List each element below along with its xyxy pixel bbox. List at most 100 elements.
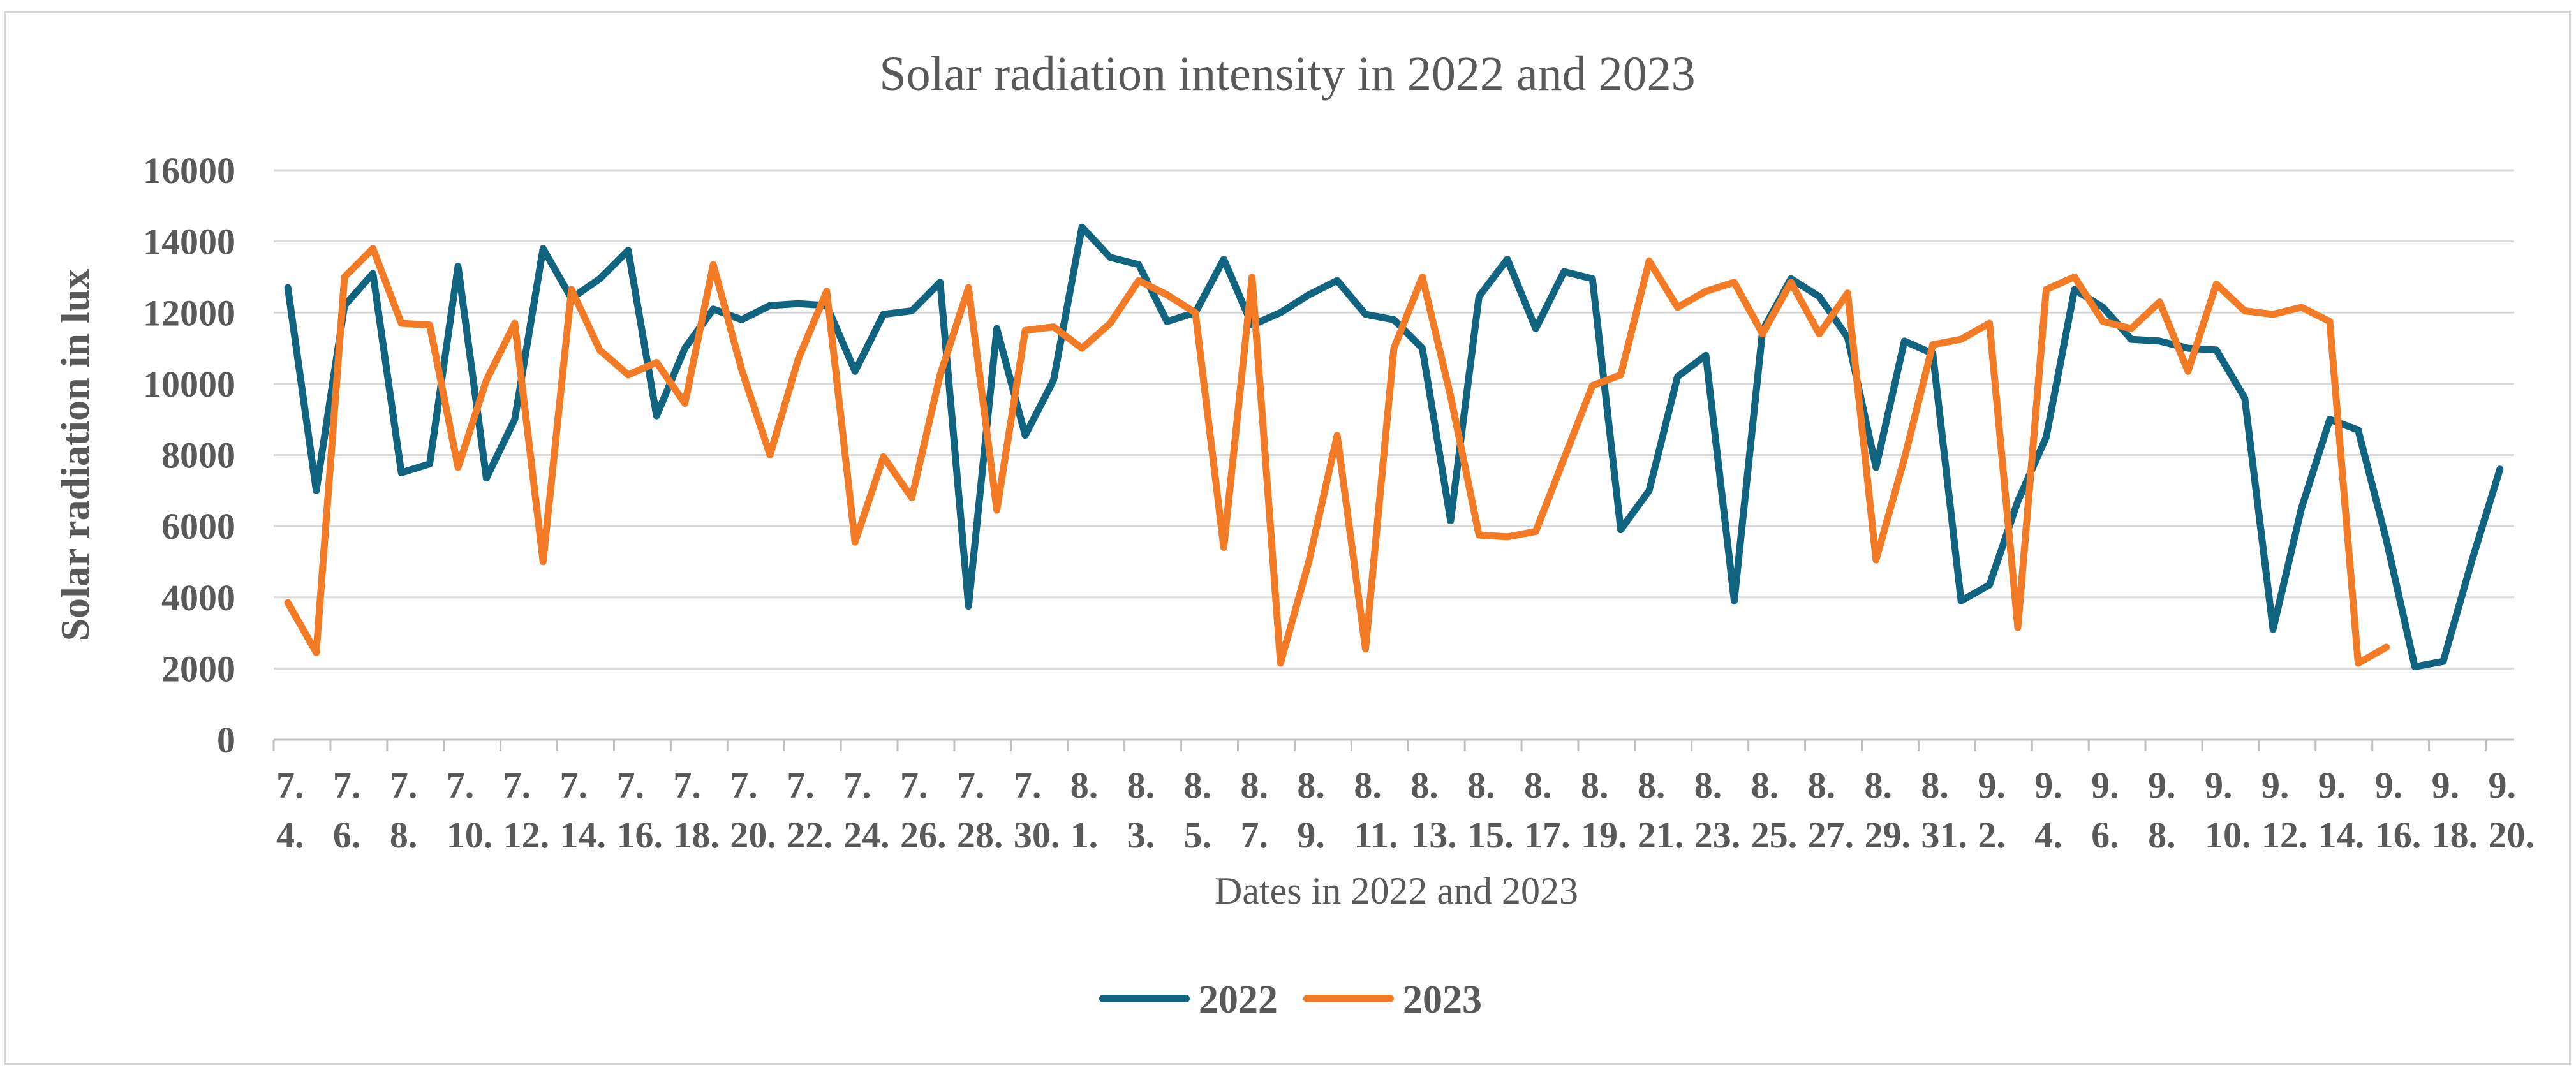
x-tick-label-day: 26.	[900, 814, 947, 856]
y-tick-label: 4000	[161, 577, 235, 619]
chart-frame: Solar radiation intensity in 2022 and 20…	[4, 11, 2571, 1065]
x-tick-label-day: 4.	[276, 814, 304, 856]
x-tick-label: 9.2.	[1978, 765, 2006, 856]
y-tick-label: 0	[217, 719, 235, 761]
x-tick-label-day: 5.	[1184, 814, 1212, 856]
x-tick-label-day: 1.	[1070, 814, 1099, 856]
x-tick-label-month: 7.	[900, 765, 928, 806]
x-tick-label-month: 8.	[1297, 765, 1325, 806]
x-tick-label-day: 4.	[2034, 814, 2062, 856]
x-tick-label-day: 14.	[560, 814, 607, 856]
x-tick-label-month: 7.	[730, 765, 758, 806]
x-tick-label-month: 7.	[390, 765, 418, 806]
x-tick-label: 9.8.	[2148, 765, 2176, 856]
x-tick-label-day: 30.	[1014, 814, 1060, 856]
x-tick-label-day: 3.	[1127, 814, 1155, 856]
x-tick-label-day: 14.	[2318, 814, 2365, 856]
x-tick-label: 8.27.	[1808, 765, 1854, 856]
x-tick-label-month: 9.	[2261, 765, 2290, 806]
x-tick-label-day: 7.	[1240, 814, 1268, 856]
x-tick-labels: 7.4.7.6.7.8.7.10.7.12.7.14.7.16.7.18.7.2…	[272, 740, 2535, 856]
series-line-2023	[284, 245, 2390, 667]
x-tick-label: 7.30.	[1014, 765, 1060, 856]
x-tick-label: 8.3.	[1127, 765, 1155, 856]
x-tick-label-month: 7.	[560, 765, 588, 806]
x-tick-label-month: 9.	[2148, 765, 2176, 806]
x-tick-label: 7.6.	[333, 765, 361, 856]
x-tick-label-month: 8.	[1694, 765, 1722, 806]
x-axis-label: Dates in 2022 and 2023	[1215, 870, 1578, 912]
x-tick-label: 9.10.	[2205, 765, 2251, 856]
x-tick-label: 9.18.	[2432, 765, 2478, 856]
x-tick-label-day: 20.	[2489, 814, 2535, 856]
x-tick-label-day: 29.	[1865, 814, 1911, 856]
chart-title: Solar radiation intensity in 2022 and 20…	[879, 47, 1695, 101]
x-tick-label-day: 9.	[1297, 814, 1325, 856]
x-tick-label-month: 7.	[333, 765, 361, 806]
x-tick-label-day: 8.	[390, 814, 418, 856]
x-tick-label-month: 8.	[1240, 765, 1268, 806]
x-tick-label-month: 8.	[1638, 765, 1666, 806]
grid-layer	[274, 169, 2514, 741]
x-tick-label: 9.14.	[2318, 765, 2365, 856]
x-tick-label: 8.15.	[1467, 765, 1514, 856]
x-tick-label-day: 12.	[2261, 814, 2308, 856]
series-line-2022	[284, 223, 2504, 671]
y-tick-labels: 0 2000 4000 6000 8000 10000 12000 14000 16000	[143, 150, 235, 761]
x-tick-label: 7.16.	[616, 765, 663, 856]
x-tick-label-month: 9.	[2489, 765, 2517, 806]
x-tick-label-month: 7.	[1014, 765, 1042, 806]
x-tick-label-day: 10.	[447, 814, 493, 856]
x-tick-label-month: 9.	[2375, 765, 2403, 806]
x-tick-label-day: 20.	[730, 814, 776, 856]
x-tick-label-day: 6.	[333, 814, 361, 856]
x-tick-label-day: 31.	[1921, 814, 1967, 856]
x-tick-label-month: 7.	[616, 765, 644, 806]
chart-canvas: Solar radiation intensity in 2022 and 20…	[52, 47, 2535, 1022]
x-tick-label-day: 6.	[2091, 814, 2119, 856]
y-tick-label: 14000	[143, 221, 235, 263]
x-tick-label-day: 28.	[957, 814, 1003, 856]
x-tick-label: 8.17.	[1524, 765, 1571, 856]
y-tick-label: 2000	[161, 648, 235, 689]
x-tick-label-month: 7.	[957, 765, 985, 806]
x-tick-label: 7.4.	[276, 765, 304, 856]
x-tick-label: 9.20.	[2489, 765, 2535, 856]
x-tick-label: 9.4.	[2034, 765, 2062, 856]
y-tick-label: 16000	[143, 150, 235, 191]
x-tick-label: 8.19.	[1581, 765, 1627, 856]
x-tick-label-month: 8.	[1127, 765, 1155, 806]
y-axis-label: Solar radiation in lux	[52, 269, 98, 641]
y-tick-label: 10000	[143, 363, 235, 405]
x-tick-label: 8.11.	[1354, 765, 1398, 856]
x-tick-label-month: 7.	[447, 765, 475, 806]
x-tick-label: 8.31.	[1921, 765, 1967, 856]
x-tick-label: 9.12.	[2261, 765, 2308, 856]
x-tick-label-day: 12.	[503, 814, 550, 856]
x-tick-label: 8.1.	[1070, 765, 1099, 856]
x-tick-label-month: 9.	[1978, 765, 2006, 806]
x-tick-label-day: 16.	[2375, 814, 2422, 856]
x-tick-label: 8.5.	[1184, 765, 1212, 856]
x-tick-label-day: 2.	[1978, 814, 2006, 856]
legend-label-2022: 2022	[1199, 978, 1278, 1022]
x-tick-label: 8.29.	[1865, 765, 1911, 856]
x-tick-label-month: 9.	[2034, 765, 2062, 806]
x-tick-label-month: 8.	[1808, 765, 1836, 806]
x-tick-label-month: 7.	[843, 765, 871, 806]
x-tick-label-day: 10.	[2205, 814, 2251, 856]
x-tick-label-month: 8.	[1921, 765, 1949, 806]
x-tick-label: 7.20.	[730, 765, 776, 856]
x-tick-label: 7.14.	[560, 765, 607, 856]
x-tick-label-day: 17.	[1524, 814, 1571, 856]
x-tick-label-month: 9.	[2091, 765, 2119, 806]
y-tick-label: 12000	[143, 292, 235, 333]
x-tick-label: 8.23.	[1694, 765, 1741, 856]
x-tick-label: 8.7.	[1240, 765, 1268, 856]
x-tick-label-month: 9.	[2318, 765, 2346, 806]
x-tick-label: 8.25.	[1751, 765, 1798, 856]
y-tick-label: 6000	[161, 506, 235, 547]
x-tick-label: 7.26.	[900, 765, 947, 856]
x-tick-label: 8.21.	[1638, 765, 1684, 856]
x-tick-label-month: 8.	[1354, 765, 1382, 806]
